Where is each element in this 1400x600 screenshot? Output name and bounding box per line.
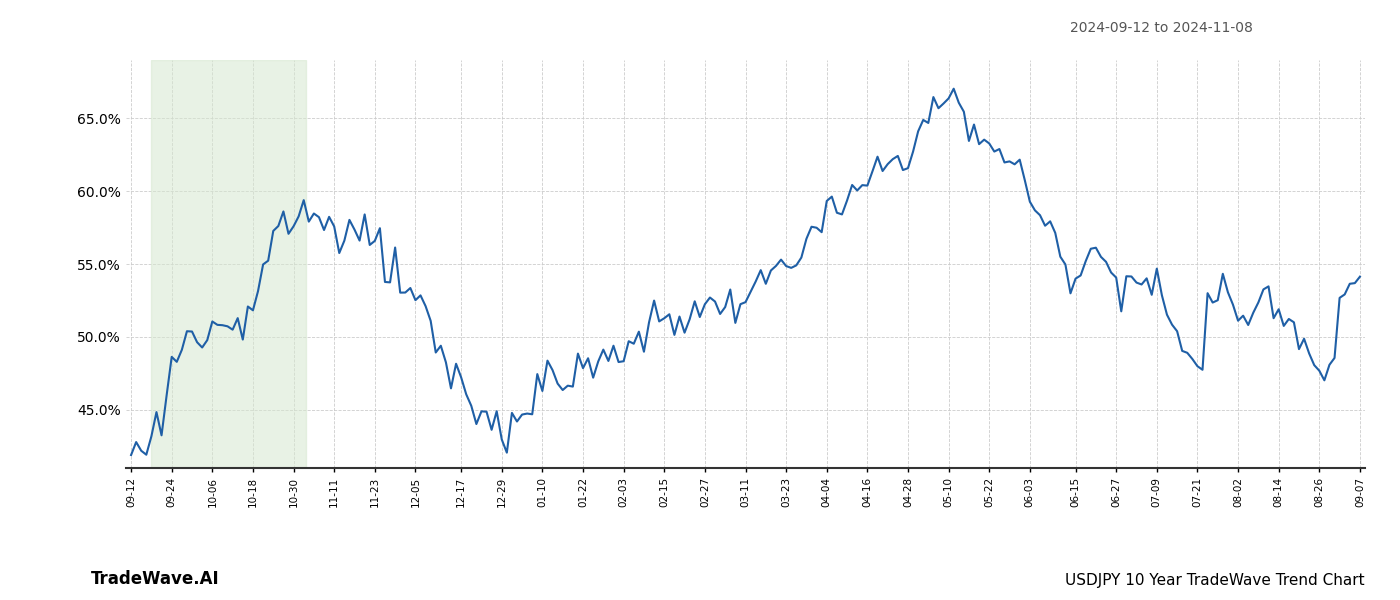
Bar	[151, 60, 305, 468]
Text: USDJPY 10 Year TradeWave Trend Chart: USDJPY 10 Year TradeWave Trend Chart	[1065, 573, 1365, 588]
Text: TradeWave.AI: TradeWave.AI	[91, 570, 220, 588]
Text: 2024-09-12 to 2024-11-08: 2024-09-12 to 2024-11-08	[1070, 21, 1253, 35]
